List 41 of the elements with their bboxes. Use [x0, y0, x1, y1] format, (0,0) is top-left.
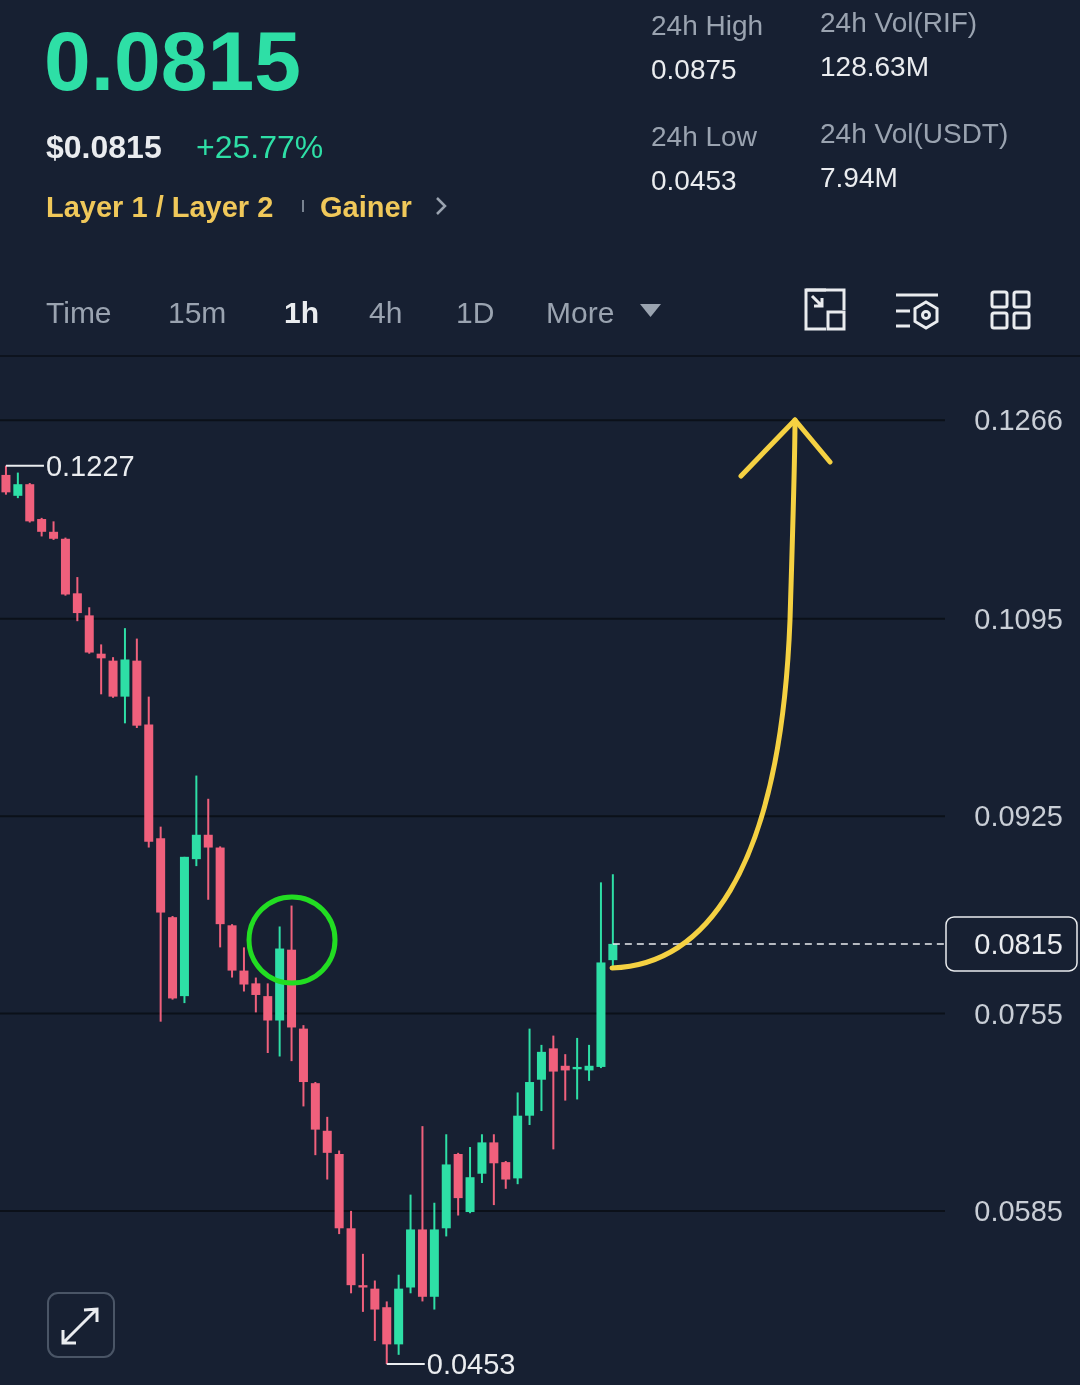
text: 24h Vol(USDT) — [820, 118, 1009, 149]
text: 0.0453 — [651, 165, 737, 196]
text: Gainer — [320, 191, 412, 223]
y-tick-label: 0.0755 — [974, 997, 1063, 1030]
candlestick — [13, 471, 23, 500]
text: 0.0875 — [651, 54, 737, 85]
text: +25.77% — [196, 129, 324, 165]
candlestick — [1, 464, 11, 496]
text: 24h Low — [651, 121, 758, 152]
candlestick — [608, 873, 618, 967]
candlestick — [548, 1034, 558, 1151]
text: Layer 1 / Layer 2 — [46, 191, 274, 223]
candlestick — [49, 520, 59, 541]
annotation: 0.1227 — [45, 449, 135, 482]
candlestick — [501, 1159, 511, 1190]
text: 15m — [168, 296, 227, 329]
text: 24h Vol(RIF) — [820, 7, 978, 38]
candlestick — [203, 797, 213, 901]
candlestick — [37, 516, 47, 538]
y-tick-label: 0.0925 — [974, 800, 1063, 833]
text: 24h High — [651, 10, 764, 41]
text: Time — [46, 296, 112, 329]
candlestick — [322, 1115, 332, 1181]
candlestick — [251, 976, 261, 1014]
candlestick — [370, 1279, 380, 1342]
candlestick — [239, 946, 249, 993]
ref-line-label: 0.0815 — [974, 927, 1063, 960]
annotation: 0.0453 — [426, 1348, 516, 1381]
chart-subtitle: $0.0815 — [46, 129, 162, 165]
text: 128.63M — [820, 51, 929, 82]
y-tick-label: 0.1095 — [974, 602, 1063, 635]
text: 7.94M — [820, 162, 898, 193]
y-tick-label: 0.0585 — [974, 1194, 1063, 1227]
y-tick-label: 0.1266 — [974, 404, 1063, 437]
text: 4h — [369, 296, 403, 329]
text: More — [546, 296, 615, 329]
chart-title: 0.0815 — [44, 14, 301, 108]
text: 1D — [456, 296, 495, 329]
candlestick — [489, 1133, 499, 1207]
text: 1h — [284, 296, 320, 329]
candlestick — [72, 576, 82, 623]
